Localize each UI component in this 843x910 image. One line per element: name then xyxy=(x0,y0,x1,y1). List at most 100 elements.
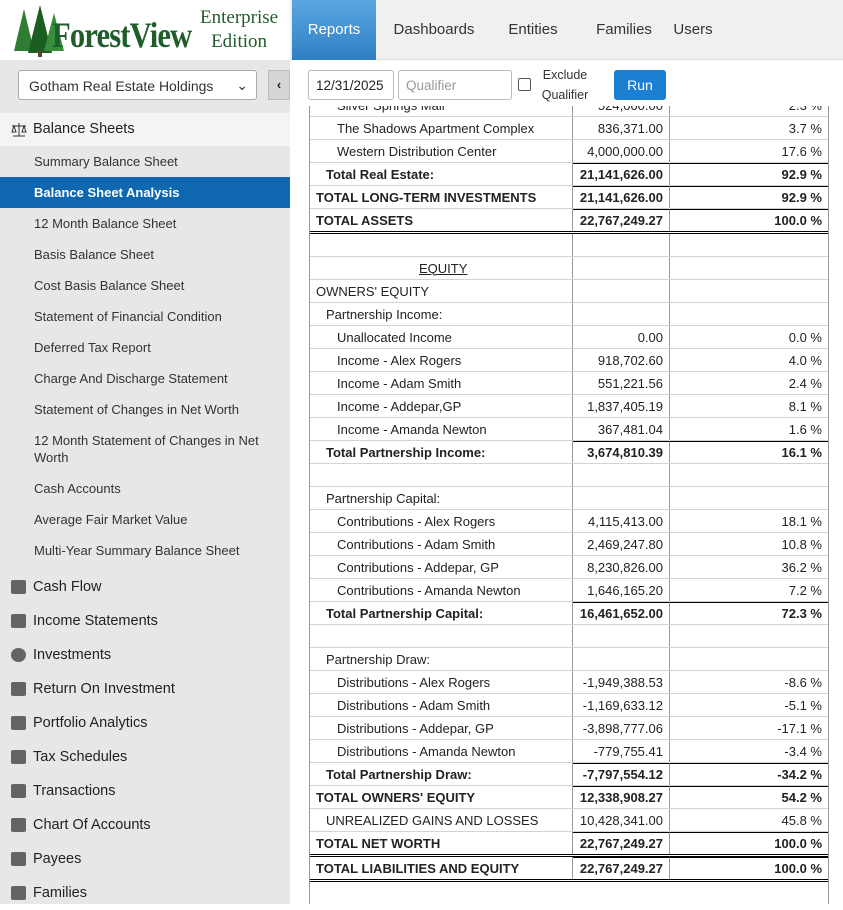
row-label-cell: Total Partnership Draw: xyxy=(310,763,573,785)
qualifier-input[interactable]: Qualifier xyxy=(398,70,512,100)
row-label-cell: Unallocated Income xyxy=(310,326,573,348)
row-label: UNREALIZED GAINS AND LOSSES xyxy=(326,812,539,828)
row-label-cell: OWNERS' EQUITY xyxy=(310,280,573,302)
menu-item[interactable]: 12 Month Statement of Changes in Net Wor… xyxy=(34,433,259,465)
amount: -779,755.41 xyxy=(593,743,663,759)
menu-section[interactable]: Families xyxy=(0,876,290,910)
report-row: TOTAL NET WORTH 22,767,249.27 100.0 % xyxy=(310,832,828,857)
menu-section[interactable]: Investments xyxy=(0,638,290,672)
report-row: TOTAL OWNERS' EQUITY 12,338,908.27 54.2 % xyxy=(310,786,828,809)
date-input[interactable]: 12/31/2025 xyxy=(308,70,394,100)
amount: 3,674,810.39 xyxy=(587,445,663,460)
percent: 92.9 % xyxy=(781,190,822,205)
amount-cell: 4,000,000.00 xyxy=(573,140,670,162)
section-header[interactable]: Balance Sheets xyxy=(0,113,290,146)
row-label: Western Distribution Center xyxy=(337,143,497,159)
menu-item[interactable]: Summary Balance Sheet xyxy=(34,154,178,169)
menu-item[interactable]: Charge And Discharge Statement xyxy=(34,371,228,386)
report-row: Silver Springs Mall 524,000.00 2.3 % xyxy=(310,106,828,117)
menu-item[interactable]: Statement of Changes in Net Worth xyxy=(34,402,239,417)
row-label: Distributions - Amanda Newton xyxy=(337,743,516,759)
nav-tab[interactable]: Users xyxy=(673,21,713,38)
menu-section[interactable]: Income Statements xyxy=(0,604,290,638)
row-label: Income - Alex Rogers xyxy=(337,352,462,368)
row-label-cell: TOTAL LONG-TERM INVESTMENTS xyxy=(310,186,573,208)
percent-cell: 2.4 % xyxy=(670,372,828,394)
row-label-cell: Distributions - Adam Smith xyxy=(310,694,573,716)
percent: 72.3 % xyxy=(781,606,822,621)
menu-item[interactable]: Cost Basis Balance Sheet xyxy=(34,278,185,293)
row-label-cell: Contributions - Adam Smith xyxy=(310,533,573,555)
report-row: Total Partnership Income: 3,674,810.39 16.… xyxy=(310,441,828,464)
row-label: Partnership Income: xyxy=(326,306,443,322)
row-label: TOTAL OWNERS' EQUITY xyxy=(316,789,476,805)
percent: -34.2 % xyxy=(777,767,822,782)
report-row: Income - Alex Rogers 918,702.60 4.0 % xyxy=(310,349,828,372)
report-row: Contributions - Addepar, GP 8,230,826.00 3… xyxy=(310,556,828,579)
menu-item[interactable]: Average Fair Market Value xyxy=(34,512,188,527)
section-label: Balance Sheets xyxy=(33,121,135,137)
row-label-cell: TOTAL LIABILITIES AND EQUITY xyxy=(310,857,573,879)
icon xyxy=(11,682,26,696)
menu-label: Cash Flow xyxy=(33,579,102,595)
row-label-cell: Total Partnership Capital: xyxy=(310,602,573,624)
percent-cell: -17.1 % xyxy=(670,717,828,739)
amount-cell: -1,169,633.12 xyxy=(573,694,670,716)
edition-line: Edition xyxy=(211,31,268,52)
cell xyxy=(310,234,573,256)
menu-item[interactable]: Multi-Year Summary Balance Sheet xyxy=(34,543,240,558)
percent: 18.1 % xyxy=(781,513,822,529)
menu-item[interactable]: Cash Accounts xyxy=(34,481,121,496)
collapse-button[interactable]: ‹ xyxy=(268,70,290,100)
percent-cell: 17.6 % xyxy=(670,140,828,162)
amount: 21,141,626.00 xyxy=(579,190,663,205)
menu-section[interactable]: Transactions xyxy=(0,774,290,808)
menu-section[interactable]: Return On Investment xyxy=(0,672,290,706)
menu-section[interactable]: Chart Of Accounts xyxy=(0,808,290,842)
exclude-checkbox[interactable] xyxy=(518,78,531,91)
menu-section[interactable]: Payees xyxy=(0,842,290,876)
amount-cell xyxy=(573,280,670,302)
amount-cell xyxy=(573,257,670,279)
menu-item[interactable]: Balance Sheet Analysis xyxy=(0,177,290,208)
menu-item[interactable]: Basis Balance Sheet xyxy=(34,247,154,262)
row-label: OWNERS' EQUITY xyxy=(316,283,429,299)
percent-cell: 100.0 % xyxy=(670,209,828,231)
amount-cell: 918,702.60 xyxy=(573,349,670,371)
menu-item[interactable]: 12 Month Balance Sheet xyxy=(34,216,177,231)
amount-cell: 2,469,247.80 xyxy=(573,533,670,555)
menu-section[interactable]: Cash Flow xyxy=(0,570,290,604)
percent-cell: 3.7 % xyxy=(670,117,828,139)
nav-tab[interactable]: Reports xyxy=(292,0,376,60)
menu-item[interactable]: Deferred Tax Report xyxy=(34,340,151,355)
amount-cell: 1,646,165.20 xyxy=(573,579,670,601)
amount-cell: 524,000.00 xyxy=(573,106,670,116)
nav-tab[interactable]: Dashboards xyxy=(393,21,475,38)
menu-label: Payees xyxy=(33,851,82,867)
icon xyxy=(11,750,26,764)
percent: 3.7 % xyxy=(788,120,822,136)
menu-section[interactable]: Portfolio Analytics xyxy=(0,706,290,740)
report: Silver Springs Mall 524,000.00 2.3 % The Sh… xyxy=(309,106,829,904)
icon xyxy=(11,886,26,900)
report-row: Distributions - Adam Smith -1,169,633.12 -… xyxy=(310,694,828,717)
row-label-cell: Partnership Draw: xyxy=(310,648,573,670)
row-label: TOTAL NET WORTH xyxy=(316,835,441,851)
run-button[interactable]: Run xyxy=(614,70,666,100)
row-label: TOTAL LIABILITIES AND EQUITY xyxy=(316,860,520,876)
percent: 2.4 % xyxy=(788,375,822,391)
menu-section[interactable]: Tax Schedules xyxy=(0,740,290,774)
nav-tab[interactable]: Entities xyxy=(508,21,558,38)
row-label-cell: Distributions - Addepar, GP xyxy=(310,717,573,739)
row-label: Total Partnership Income: xyxy=(326,444,486,460)
percent-cell: 72.3 % xyxy=(670,602,828,624)
amount-cell: 22,767,249.27 xyxy=(573,209,670,231)
percent: 8.1 % xyxy=(788,398,822,414)
report-row: Distributions - Amanda Newton -779,755.41… xyxy=(310,740,828,763)
amount: 21,141,626.00 xyxy=(579,167,663,182)
nav-tab[interactable]: Families xyxy=(596,21,652,38)
company-select[interactable]: Gotham Real Estate Holdings ⌄ xyxy=(18,70,257,100)
menu-item[interactable]: Statement of Financial Condition xyxy=(34,309,222,324)
blank-row xyxy=(310,625,828,648)
